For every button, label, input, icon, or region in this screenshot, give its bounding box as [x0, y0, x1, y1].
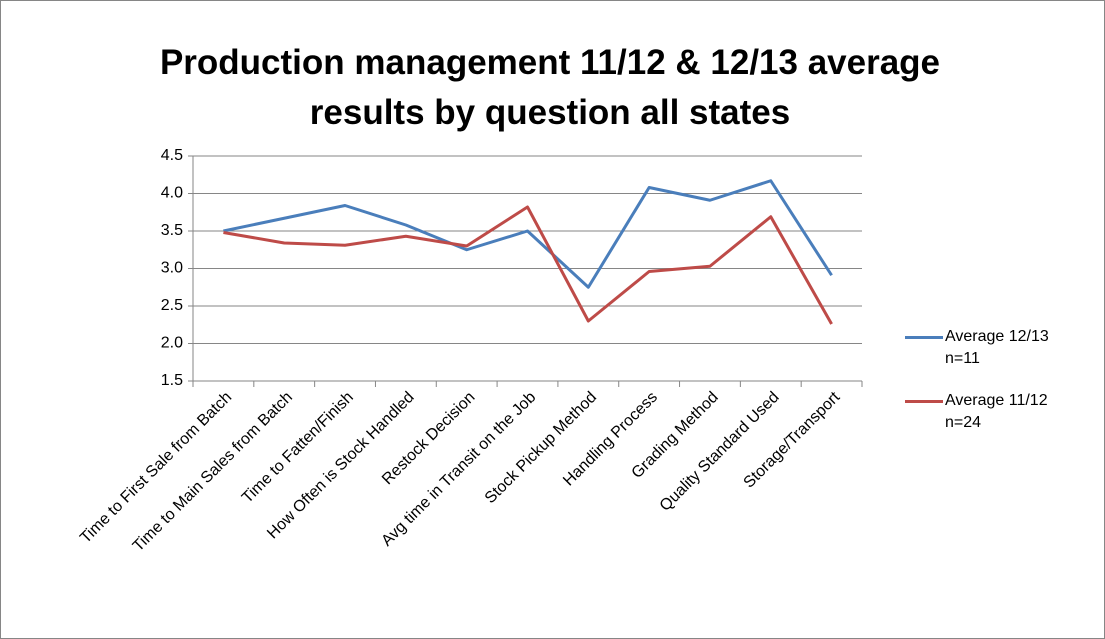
x-tick-label: Stock Pickup Method — [482, 389, 600, 507]
legend-item: Average 11/12 n=24 — [905, 390, 1105, 434]
chart-title: Production management 11/12 & 12/13 aver… — [159, 43, 941, 132]
legend-swatch — [905, 400, 943, 403]
x-tick-label: Time to Fatten/Finish — [239, 389, 357, 507]
legend-swatch — [905, 336, 943, 339]
x-tick-label: Quality Standard Used — [657, 389, 783, 515]
y-tick-label: 2.0 — [161, 335, 183, 352]
legend-item: Average 12/13 n=11 — [905, 326, 1105, 370]
legend-label: Average 12/13 n=11 — [945, 328, 1049, 367]
y-tick-label: 4.0 — [161, 185, 183, 202]
series-line — [223, 205, 833, 325]
y-tick-label: 3.5 — [161, 222, 183, 239]
y-tick-label: 2.5 — [161, 297, 183, 314]
series-line — [223, 179, 833, 289]
y-tick-label: 1.5 — [161, 372, 183, 389]
y-tick-label: 4.5 — [161, 147, 183, 164]
y-tick-label: 3.0 — [161, 260, 183, 277]
legend-label: Average 11/12 n=24 — [945, 392, 1048, 431]
